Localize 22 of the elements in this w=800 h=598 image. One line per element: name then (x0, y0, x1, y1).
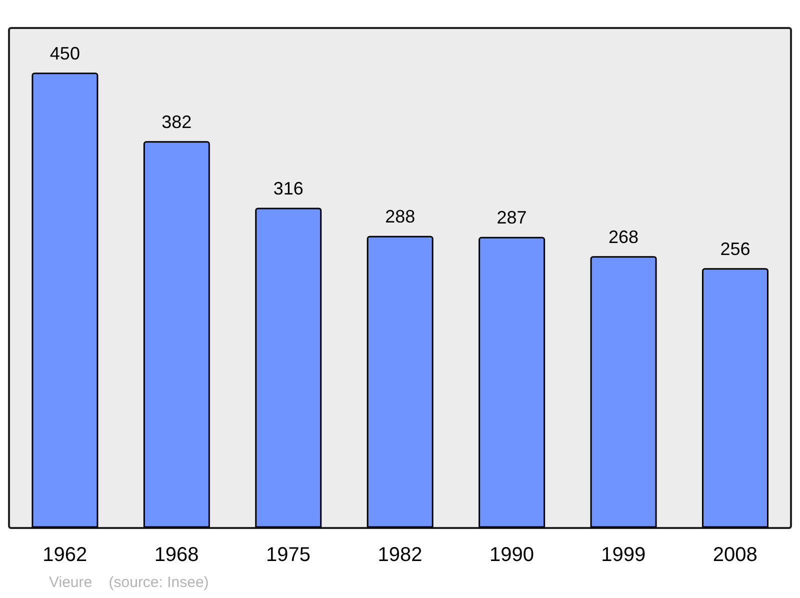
text: Vieure (source: Insee) (49, 574, 209, 591)
bar (255, 208, 322, 528)
data-label: 382 (162, 112, 192, 132)
x-tick-label: 2008 (712, 544, 758, 566)
data-label: 450 (50, 43, 80, 64)
bar (143, 141, 210, 528)
bar (590, 256, 657, 528)
x-tick-label: 1962 (42, 544, 88, 566)
bar (32, 72, 98, 528)
data-label: 256 (720, 238, 750, 259)
data-label: 287 (496, 208, 527, 228)
x-tick-label: 1999 (601, 544, 646, 566)
x-tick-label: 1975 (266, 544, 311, 566)
bar (702, 268, 768, 528)
data-label: 316 (273, 178, 304, 198)
x-tick-label: 1982 (378, 544, 422, 566)
data-label: 268 (608, 226, 639, 247)
bar (366, 236, 434, 528)
x-tick-label: 1968 (154, 544, 199, 566)
x-tick-label: 1990 (489, 544, 534, 566)
bar (478, 236, 546, 528)
data-label: 288 (385, 206, 416, 227)
